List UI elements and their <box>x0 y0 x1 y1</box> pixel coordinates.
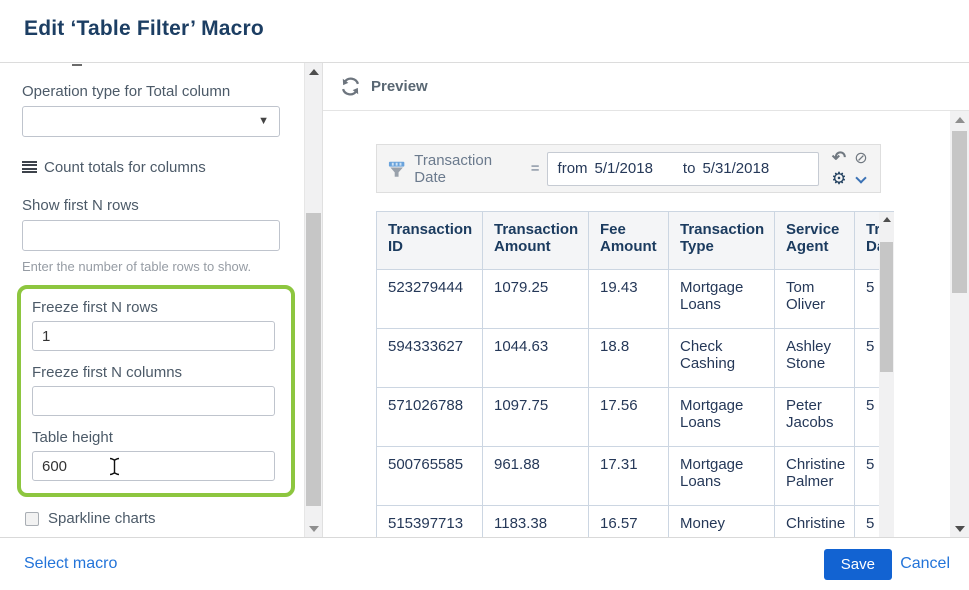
scroll-up-button[interactable] <box>305 63 322 80</box>
cell-transaction-id: 515397713 <box>376 505 483 538</box>
cell-transaction-type: Mortgage Loans <box>668 269 775 329</box>
cell-service-agent: Christine Palmer <box>774 446 855 506</box>
filter-field-name: Transaction Date <box>414 151 493 186</box>
cell-service-agent: Ashley Stone <box>774 328 855 388</box>
to-date-value: 5/31/2018 <box>702 160 770 177</box>
column-header: Service Agent <box>774 211 855 270</box>
operation-type-select[interactable]: ▼ <box>22 106 280 137</box>
list-lines-icon <box>22 160 37 175</box>
cell-fee-amount: 17.31 <box>588 446 669 506</box>
table-row: 523279444 1079.25 19.43 Mortgage Loans T… <box>376 269 894 329</box>
filter-bar: Transaction Date = from 5/1/2018 to 5/31… <box>376 144 881 193</box>
preview-table-container: Transaction ID Transaction Amount Fee Amou… <box>376 211 894 538</box>
freeze-columns-input[interactable] <box>32 386 275 416</box>
preview-scroll-up-button[interactable] <box>950 111 969 128</box>
text-cursor-icon <box>109 457 120 476</box>
settings-scrollbar[interactable] <box>304 63 322 537</box>
table-header-row: Transaction ID Transaction Amount Fee Amou… <box>376 211 894 270</box>
preview-pane: Preview Transaction Date = from 5/1/2018… <box>322 63 969 538</box>
show-first-n-label: Show first N rows <box>22 197 139 214</box>
cell-transaction-type: Mortgage Loans <box>668 446 775 506</box>
from-keyword: from <box>557 160 588 177</box>
cell-service-agent: Christine <box>774 505 855 538</box>
sparkline-label: Sparkline charts <box>48 510 156 527</box>
count-totals-row[interactable]: Count totals for columns <box>22 159 278 176</box>
cell-fee-amount: 18.8 <box>588 328 669 388</box>
preview-body: Transaction Date = from 5/1/2018 to 5/31… <box>323 111 969 538</box>
select-macro-link[interactable]: Select macro <box>24 555 118 572</box>
undo-filter-icon[interactable]: ↶ <box>831 148 847 167</box>
highlighted-settings-group: Freeze first N rows Freeze first N colum… <box>17 285 295 497</box>
table-row: 594333627 1044.63 18.8 Check Cashing Ash… <box>376 328 894 388</box>
date-range-input[interactable]: from 5/1/2018 to 5/31/2018 <box>546 151 819 186</box>
show-first-n-input[interactable] <box>22 220 280 251</box>
save-button[interactable]: Save <box>823 549 892 580</box>
show-first-n-help: Enter the number of table rows to show. <box>22 259 252 274</box>
filter-controls: ↶ ⊘ ⚙ <box>828 148 872 190</box>
preview-scroll-down-button[interactable] <box>950 520 969 537</box>
freeze-rows-label: Freeze first N rows <box>32 299 158 316</box>
dialog-body: Operation type for Total column ▼ Count … <box>0 62 969 538</box>
table-scrollbar[interactable] <box>879 212 894 538</box>
table-row: 500765585 961.88 17.31 Mortgage Loans Ch… <box>376 446 894 506</box>
cell-transaction-type: Check Cashing <box>668 328 775 388</box>
preview-scrollbar-thumb[interactable] <box>952 131 967 293</box>
column-header: Transaction ID <box>376 211 483 270</box>
dialog-title: Edit ‘Table Filter’ Macro <box>24 17 264 40</box>
cell-transaction-amount: 1044.63 <box>482 328 589 388</box>
table-row: 571026788 1097.75 17.56 Mortgage Loans P… <box>376 387 894 447</box>
column-header: Transaction Amount <box>482 211 589 270</box>
dialog-footer: Select macro Save Cancel <box>0 537 969 590</box>
dialog-header: Edit ‘Table Filter’ Macro <box>0 0 969 62</box>
cell-fee-amount: 16.57 <box>588 505 669 538</box>
count-totals-label: Count totals for columns <box>44 159 206 176</box>
operation-type-label: Operation type for Total column <box>22 83 231 100</box>
chevron-down-icon[interactable] <box>850 169 872 190</box>
scrollbar-thumb[interactable] <box>306 213 321 506</box>
dropdown-caret-icon: ▼ <box>258 115 269 127</box>
clear-filter-icon[interactable]: ⊘ <box>854 150 868 167</box>
cell-fee-amount: 17.56 <box>588 387 669 447</box>
freeze-columns-label: Freeze first N columns <box>32 364 183 381</box>
cell-transaction-id: 500765585 <box>376 446 483 506</box>
filter-funnel-icon <box>388 161 405 177</box>
cell-transaction-type: Money <box>668 505 775 538</box>
cell-transaction-amount: 1079.25 <box>482 269 589 329</box>
sparkline-checkbox[interactable] <box>25 511 39 526</box>
cell-transaction-type: Mortgage Loans <box>668 387 775 447</box>
table-row: 515397713 1183.38 16.57 Money Christine … <box>376 505 894 538</box>
to-keyword: to <box>682 160 696 177</box>
macro-settings-pane: Operation type for Total column ▼ Count … <box>0 63 322 537</box>
column-header: Fee Amount <box>588 211 669 270</box>
refresh-icon[interactable] <box>340 76 361 97</box>
sparkline-row: Sparkline charts <box>25 510 278 527</box>
freeze-rows-input[interactable] <box>32 321 275 351</box>
table-height-label: Table height <box>32 429 113 446</box>
from-date-value: 5/1/2018 <box>594 160 653 177</box>
cell-transaction-amount: 1183.38 <box>482 505 589 538</box>
cell-transaction-amount: 961.88 <box>482 446 589 506</box>
cell-transaction-id: 594333627 <box>376 328 483 388</box>
preview-title: Preview <box>371 78 428 95</box>
cell-service-agent: Peter Jacobs <box>774 387 855 447</box>
clipped-control-fragment <box>72 63 82 66</box>
preview-scrollbar[interactable] <box>950 111 969 537</box>
column-header: Transaction Type <box>668 211 775 270</box>
filter-operator: = <box>530 160 540 177</box>
table-height-input[interactable] <box>32 451 275 481</box>
filter-settings-gear-icon[interactable]: ⚙ <box>831 169 847 188</box>
table-scrollbar-thumb[interactable] <box>880 242 893 372</box>
scroll-down-button[interactable] <box>305 520 322 537</box>
cell-fee-amount: 19.43 <box>588 269 669 329</box>
cell-transaction-amount: 1097.75 <box>482 387 589 447</box>
preview-table: Transaction ID Transaction Amount Fee Amou… <box>376 211 894 538</box>
table-scroll-up-button[interactable] <box>879 212 894 226</box>
cancel-link[interactable]: Cancel <box>900 555 950 572</box>
cell-service-agent: Tom Oliver <box>774 269 855 329</box>
cell-transaction-id: 523279444 <box>376 269 483 329</box>
cell-transaction-id: 571026788 <box>376 387 483 447</box>
preview-header: Preview <box>323 63 969 111</box>
